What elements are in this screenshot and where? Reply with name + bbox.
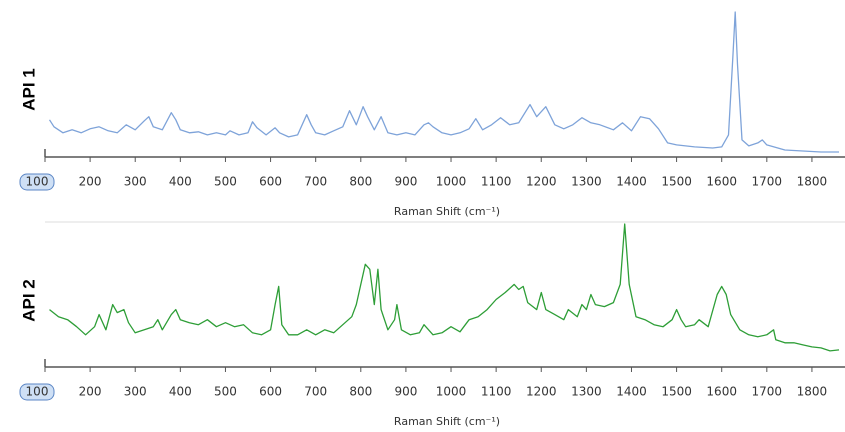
x-tick-label: 1500 — [661, 175, 692, 189]
x-tick-label: 800 — [349, 175, 372, 189]
x-tick-label: 100 — [26, 175, 49, 189]
x-tick-label: 1400 — [616, 175, 647, 189]
x-tick-label: 200 — [79, 385, 102, 399]
x-tick-label: 900 — [394, 175, 417, 189]
x-tick-label: 400 — [169, 385, 192, 399]
x-tick-label: 1700 — [752, 385, 783, 399]
range-handle — [19, 173, 55, 191]
x-tick-label: 1600 — [706, 175, 737, 189]
x-tick-label: 1200 — [526, 175, 557, 189]
panel-title: API 1 — [19, 68, 38, 111]
x-tick-label: 600 — [259, 385, 282, 399]
x-tick-label: 600 — [259, 175, 282, 189]
x-tick-label: 500 — [214, 175, 237, 189]
x-tick-label: 200 — [79, 175, 102, 189]
x-tick-label: 300 — [124, 385, 147, 399]
x-tick-label: 700 — [304, 175, 327, 189]
spectrum-line — [49, 223, 840, 352]
x-axis-label: Raman Shift (cm⁻¹) — [394, 205, 500, 218]
x-tick-label: 1800 — [797, 175, 828, 189]
x-tick-label: 100 — [26, 385, 49, 399]
x-tick-label: 1200 — [526, 385, 557, 399]
x-tick-label: 1400 — [616, 385, 647, 399]
x-tick-label: 1800 — [797, 385, 828, 399]
x-tick-label: 1300 — [571, 385, 602, 399]
x-axis-label: Raman Shift (cm⁻¹) — [394, 415, 500, 428]
range-handle — [19, 383, 55, 401]
x-tick-label: 500 — [214, 385, 237, 399]
x-tick-label: 1100 — [481, 385, 512, 399]
panel-title: API 2 — [19, 279, 38, 322]
x-tick-label: 1500 — [661, 385, 692, 399]
x-tick-label: 1000 — [436, 175, 467, 189]
x-tick-label: 1000 — [436, 385, 467, 399]
x-tick-label: 400 — [169, 175, 192, 189]
x-tick-label: 900 — [394, 385, 417, 399]
x-tick-label: 1600 — [706, 385, 737, 399]
x-tick-label: 800 — [349, 385, 372, 399]
x-tick-label: 1300 — [571, 175, 602, 189]
x-tick-label: 1100 — [481, 175, 512, 189]
x-tick-label: 300 — [124, 175, 147, 189]
x-tick-label: 700 — [304, 385, 327, 399]
x-tick-label: 1700 — [752, 175, 783, 189]
spectrum-line — [48, 11, 839, 153]
